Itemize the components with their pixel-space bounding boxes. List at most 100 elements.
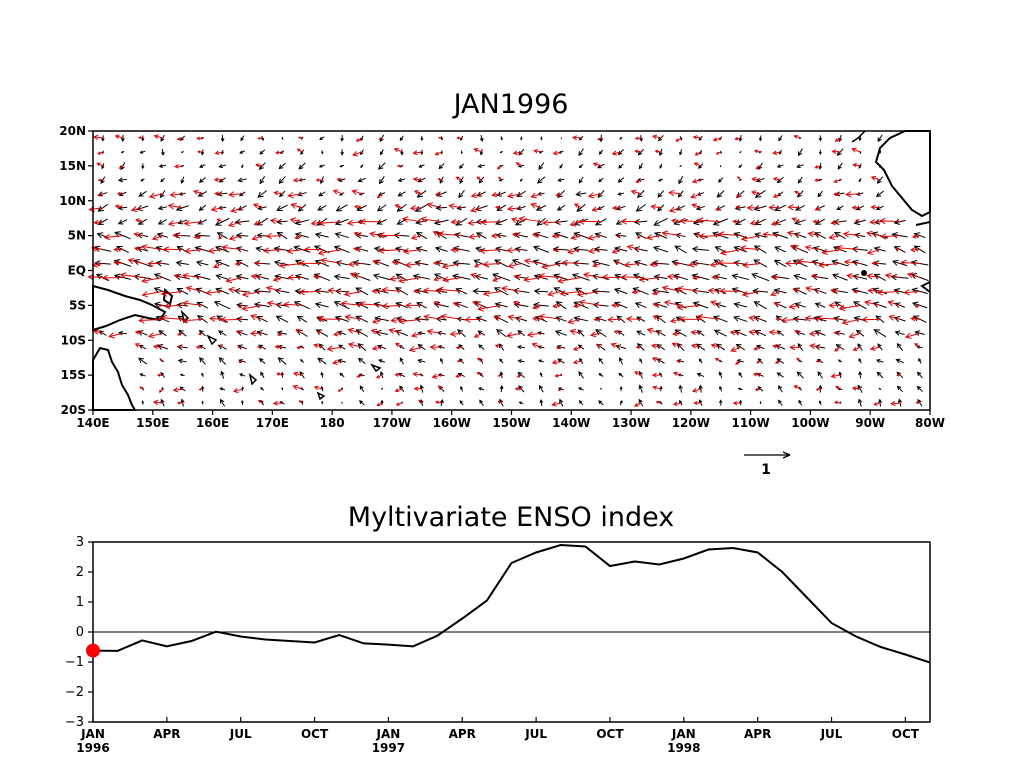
wind-anomaly-vector xyxy=(538,313,562,321)
wind-anomaly-vector xyxy=(530,192,542,199)
wind-anomaly-vector xyxy=(276,332,283,336)
wind-anomaly-vector xyxy=(332,359,343,365)
wind-vector xyxy=(235,232,249,239)
wind-anomaly-vector xyxy=(770,290,781,297)
wind-anomaly-vector xyxy=(378,232,402,239)
wind-anomaly-vector xyxy=(253,220,263,226)
y-tick-label: −1 xyxy=(65,655,84,670)
wind-anomaly-vector xyxy=(792,287,801,293)
wind-vector xyxy=(793,273,807,280)
wind-anomaly-vector xyxy=(691,178,701,184)
wind-anomaly-vector xyxy=(694,151,702,156)
wind-anomaly-vector xyxy=(265,232,283,240)
map-ytick-label: 5S xyxy=(69,298,86,312)
wind-vector xyxy=(213,300,231,310)
wind-anomaly-vector xyxy=(274,150,283,155)
wind-anomaly-vector xyxy=(843,259,861,266)
wind-vector xyxy=(875,190,884,198)
wind-vector xyxy=(635,204,646,212)
wind-anomaly-vector xyxy=(754,387,761,392)
wind-vector xyxy=(259,176,266,185)
wind-vector xyxy=(479,134,484,142)
wind-anomaly-vector xyxy=(169,191,183,198)
wind-anomaly-vector xyxy=(712,137,721,142)
wind-vector xyxy=(595,329,607,338)
wind-anomaly-vector xyxy=(167,203,183,210)
wind-anomaly-vector xyxy=(228,221,243,228)
wind-anomaly-vector xyxy=(272,276,283,282)
wind-vector xyxy=(538,162,545,171)
wind-vector xyxy=(539,372,543,378)
wind-anomaly-vector xyxy=(663,299,681,307)
wind-vector xyxy=(339,372,345,378)
wind-anomaly-vector xyxy=(507,262,522,269)
wind-vector xyxy=(235,274,249,281)
map-ytick-label: 20N xyxy=(59,124,86,138)
wind-anomaly-vector xyxy=(650,204,662,210)
wind-vector xyxy=(619,136,623,140)
wind-anomaly-vector xyxy=(541,263,562,270)
wind-anomaly-vector xyxy=(177,345,183,349)
wind-vector xyxy=(259,149,266,155)
wind-vector xyxy=(818,135,823,142)
wind-vector xyxy=(379,176,385,185)
wind-vector xyxy=(578,163,584,169)
wind-vector xyxy=(137,218,148,225)
wind-anomaly-vector xyxy=(853,289,861,294)
wind-anomaly-vector xyxy=(174,164,183,169)
wind-anomaly-vector xyxy=(526,331,542,338)
wind-anomaly-vector xyxy=(715,151,721,155)
wind-anomaly-vector xyxy=(506,205,522,212)
wind-anomaly-vector xyxy=(570,234,582,241)
wind-anomaly-vector xyxy=(638,276,662,283)
wind-vector xyxy=(415,246,428,253)
wind-vector xyxy=(220,370,225,379)
wind-anomaly-vector xyxy=(514,386,522,391)
wind-anomaly-vector xyxy=(108,332,124,339)
wind-vector xyxy=(678,384,683,393)
wind-anomaly-vector xyxy=(90,245,104,252)
wind-vector xyxy=(160,148,165,156)
wind-anomaly-vector xyxy=(589,331,602,338)
wind-anomaly-vector xyxy=(138,317,163,324)
wind-anomaly-vector xyxy=(398,276,422,284)
wind-vector xyxy=(452,260,471,267)
wind-vector xyxy=(198,204,207,211)
wind-anomaly-vector xyxy=(120,272,143,279)
wind-anomaly-vector xyxy=(452,301,462,307)
wind-vector xyxy=(738,134,743,142)
wind-anomaly-vector xyxy=(181,317,203,324)
wind-anomaly-vector xyxy=(611,302,622,308)
wind-anomaly-vector xyxy=(393,147,403,153)
wind-anomaly-vector xyxy=(696,217,721,224)
wind-vector xyxy=(911,301,928,309)
wind-vector xyxy=(117,219,128,225)
wind-anomaly-vector xyxy=(753,149,761,154)
wind-anomaly-vector xyxy=(616,234,622,238)
wind-anomaly-vector xyxy=(652,315,662,320)
wind-anomaly-vector xyxy=(796,357,801,362)
wind-anomaly-vector xyxy=(834,346,841,352)
map-xtick-label: 150W xyxy=(492,416,530,430)
wind-anomaly-vector xyxy=(866,248,881,255)
wind-vector xyxy=(339,164,345,168)
wind-vector xyxy=(873,246,886,253)
wind-anomaly-vector xyxy=(234,261,243,266)
wind-anomaly-vector xyxy=(434,151,442,156)
wind-anomaly-vector xyxy=(755,165,761,170)
wind-vector xyxy=(833,315,847,323)
wind-vector xyxy=(333,245,350,254)
wind-anomaly-vector xyxy=(821,248,841,255)
wind-vector xyxy=(698,384,703,393)
wind-anomaly-vector xyxy=(869,219,881,225)
wind-vector xyxy=(381,387,383,390)
wind-anomaly-vector xyxy=(834,400,841,405)
wind-vector xyxy=(772,231,789,239)
wind-anomaly-vector xyxy=(193,234,203,240)
wind-anomaly-vector xyxy=(113,260,123,266)
map-xtick-label: 90W xyxy=(855,416,885,430)
wind-anomaly-vector xyxy=(287,192,303,199)
wind-anomaly-vector xyxy=(666,273,681,281)
wind-anomaly-vector xyxy=(835,385,841,390)
